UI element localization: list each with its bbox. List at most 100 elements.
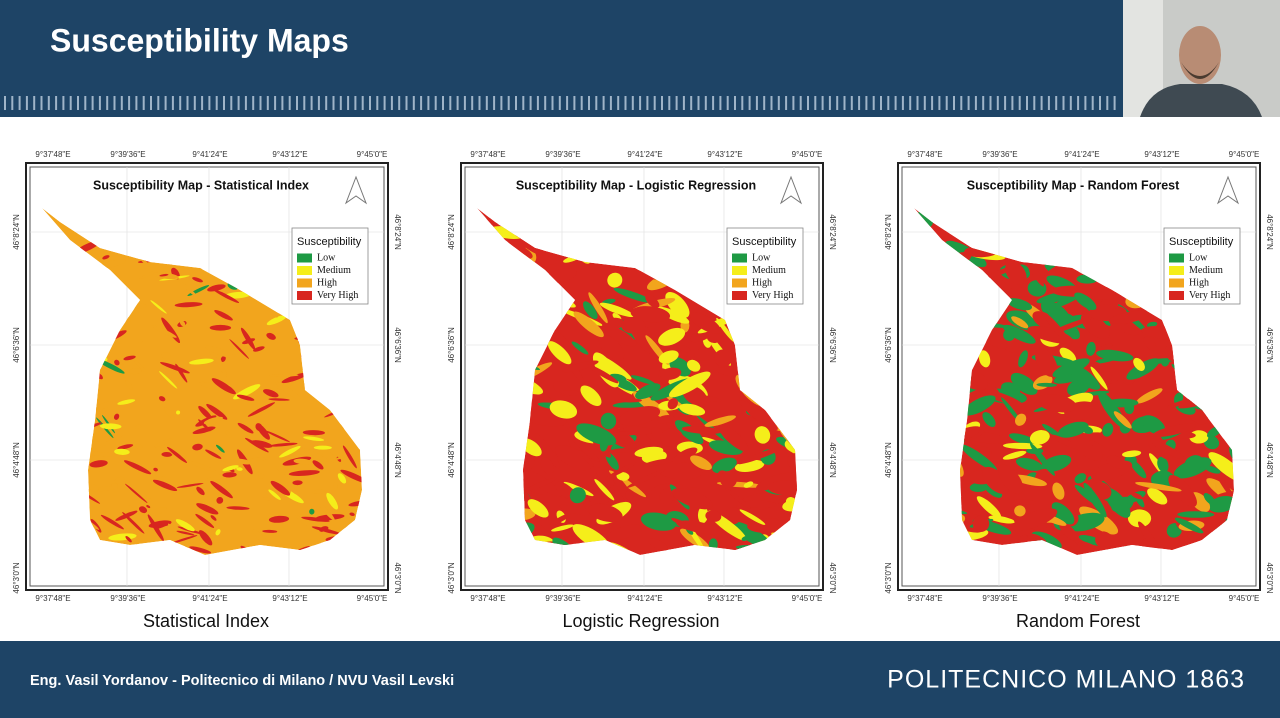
map-title: Susceptibility Map - Logistic Regression (516, 178, 756, 192)
susceptibility-patch (204, 302, 209, 307)
susceptibility-patch (133, 359, 148, 374)
susceptibility-patch (667, 398, 679, 410)
susceptibility-patch (95, 401, 113, 411)
stripe (858, 96, 861, 110)
susceptibility-patch (705, 510, 722, 522)
legend-label: High (752, 277, 772, 288)
stripe (33, 96, 36, 110)
legend-swatch (732, 253, 747, 263)
latitude-label: 46°8'24"N (884, 214, 893, 250)
stripe (916, 96, 919, 110)
susceptibility-patch (1067, 429, 1103, 461)
stripe (266, 96, 269, 110)
stripe (25, 96, 28, 110)
susceptibility-patch (210, 480, 233, 499)
susceptibility-patch (269, 442, 298, 447)
susceptibility-patch (268, 489, 281, 500)
longitude-label: 9°37'48"E (35, 594, 70, 603)
longitude-label: 9°43'12"E (707, 150, 742, 159)
stripe (777, 96, 780, 110)
susceptibility-patch (659, 367, 682, 380)
stripe (223, 96, 225, 110)
susceptibility-patch (1102, 423, 1114, 437)
susceptibility-patch (189, 461, 217, 472)
susceptibility-patch (1007, 298, 1033, 311)
susceptibility-patch (534, 433, 560, 469)
susceptibility-patch (657, 415, 675, 424)
legend-title: Susceptibility (732, 236, 797, 248)
susceptibility-patch (743, 481, 754, 488)
susceptibility-patch (1051, 502, 1075, 525)
susceptibility-patch (737, 447, 783, 465)
stripe (500, 96, 503, 110)
susceptibility-patch (551, 524, 574, 532)
stripe (193, 96, 196, 110)
susceptibility-patch (261, 497, 272, 501)
stripe (588, 96, 590, 110)
stripe (558, 96, 561, 110)
susceptibility-patch (218, 397, 237, 414)
susceptibility-patch (958, 496, 984, 516)
susceptibility-patch (1101, 531, 1115, 541)
legend-label: Low (752, 252, 771, 263)
susceptibility-patch (205, 449, 222, 459)
susceptibility-patch (317, 446, 337, 463)
stripe (653, 96, 656, 110)
latitude-label: 46°6'36"N (884, 327, 893, 363)
stripe (11, 96, 14, 110)
stripe (938, 96, 941, 110)
latitude-label: 46°3'0"N (828, 562, 837, 593)
stripe (288, 96, 291, 110)
stripe (1069, 96, 1072, 110)
longitude-label: 9°43'12"E (272, 594, 307, 603)
stripe (690, 96, 693, 110)
legend-label: High (317, 277, 337, 288)
susceptibility-patch (265, 430, 290, 443)
susceptibility-patch (643, 458, 676, 467)
stripe (792, 96, 795, 110)
susceptibility-patch (579, 450, 594, 467)
susceptibility-patch (1010, 372, 1038, 395)
susceptibility-patch (229, 339, 250, 359)
susceptibility-patch (293, 458, 312, 465)
susceptibility-patch (214, 310, 233, 321)
susceptibility-patch (161, 451, 173, 457)
susceptibility-patch (1048, 310, 1080, 340)
stripe (697, 96, 700, 110)
susceptibility-patch (247, 402, 276, 417)
susceptibility-patch (1141, 415, 1166, 435)
webcam-person-beard (1181, 62, 1219, 79)
stripe (507, 96, 510, 110)
susceptibility-patch (704, 415, 736, 427)
susceptibility-patch (613, 474, 639, 512)
susceptibility-patch (312, 489, 326, 494)
susceptibility-patch (1059, 522, 1078, 541)
stripe (515, 96, 517, 110)
susceptibility-patch (976, 496, 1002, 519)
susceptibility-patch (616, 472, 630, 481)
header-stripes (4, 96, 1116, 110)
susceptibility-patch (311, 526, 342, 535)
map-title: Susceptibility Map - Random Forest (967, 178, 1180, 192)
susceptibility-patch (233, 319, 244, 336)
susceptibility-patch (1184, 455, 1204, 472)
susceptibility-patch (205, 345, 235, 359)
susceptibility-patch (549, 513, 571, 526)
stripe (296, 96, 298, 110)
webcam-person-head (1179, 26, 1221, 84)
stripe (923, 96, 926, 110)
susceptibility-patch (125, 535, 132, 543)
susceptibility-patch (724, 488, 751, 509)
stripe (770, 96, 773, 110)
susceptibility-patch (679, 345, 691, 353)
stripe (339, 96, 342, 110)
latitude-label: 46°8'24"N (828, 214, 837, 250)
legend-swatch (1169, 278, 1184, 288)
susceptibility-patch (192, 443, 203, 451)
stripe (427, 96, 430, 110)
stripe (945, 96, 948, 110)
susceptibility-patch (1104, 398, 1139, 408)
stripe (901, 96, 904, 110)
susceptibility-patch (1003, 328, 1016, 342)
susceptibility-patch (158, 396, 166, 402)
